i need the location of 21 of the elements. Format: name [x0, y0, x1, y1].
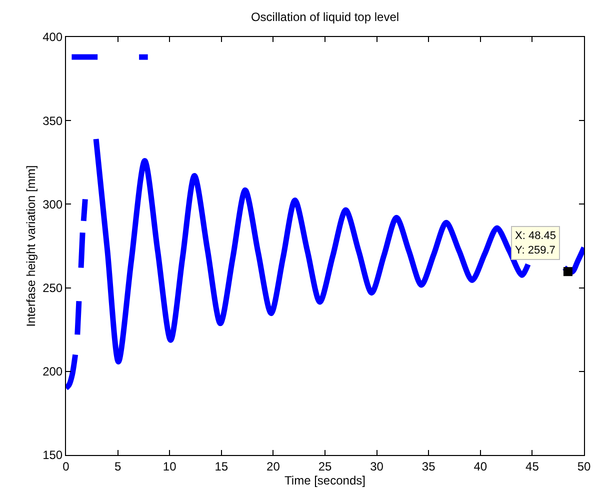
x-axis-title: Time [seconds] [284, 473, 366, 488]
y-tick-label: 250 [42, 281, 63, 295]
y-tick-label: 300 [42, 197, 63, 212]
chart-title: Oscillation of liquid top level [250, 10, 400, 24]
annotation: X: 48.45 Y: 259.7 [515, 230, 556, 256]
x-tick-label: 10 [162, 459, 177, 474]
x-tick-label: 50 [577, 459, 591, 474]
y-tick-label: 150 [42, 448, 63, 462]
x-tick-label: 40 [474, 459, 488, 474]
x-tick-label: 25 [318, 459, 332, 474]
y-tick-label: 200 [42, 364, 63, 379]
x-tick-label: 30 [370, 459, 384, 474]
y-axis-title: Interfase height variation [mm] [24, 165, 38, 327]
x-tick-label: 20 [266, 459, 280, 474]
x-tick-label: 35 [422, 459, 436, 474]
x-tick-label: 5 [114, 459, 122, 474]
x-tick-label: 15 [214, 459, 228, 474]
y-tick-label: 350 [42, 114, 63, 128]
x-tick-label: 45 [526, 459, 540, 474]
x-tick-label: 0 [62, 459, 70, 474]
y-tick-label: 400 [42, 30, 63, 44]
